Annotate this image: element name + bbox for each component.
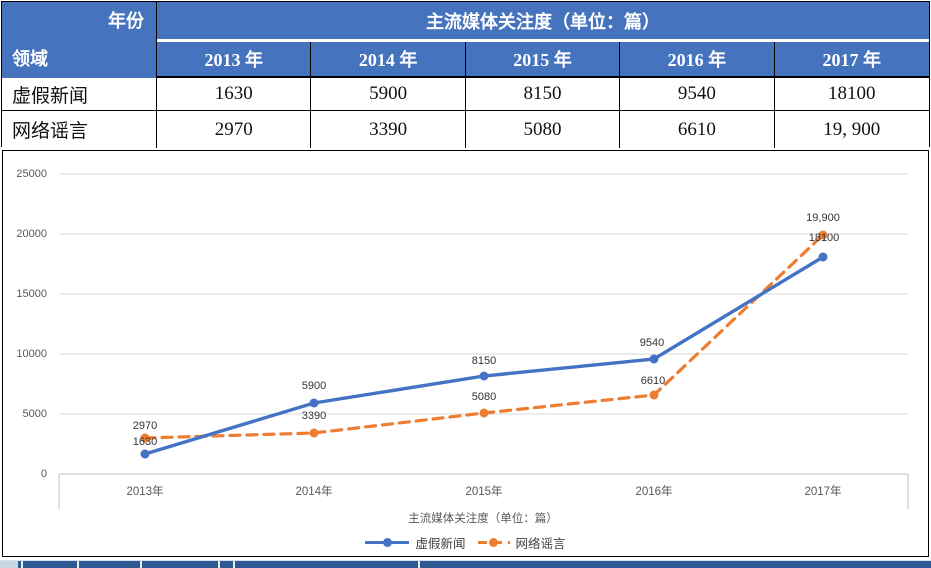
x-axis-line [58, 473, 909, 509]
table-cell: 3390 [311, 111, 466, 148]
y-tick: 0 [40, 468, 47, 480]
x-tick: 2014年 [295, 486, 333, 498]
table-cell: 18100 [774, 78, 929, 111]
chart-legend: 虚假新闻 网络谣言 [3, 533, 928, 551]
series-fake-news-markers [140, 252, 828, 459]
table-cell: 5080 [465, 111, 621, 148]
corner-field-label: 领域 [12, 49, 48, 69]
data-label: 5900 [301, 380, 327, 392]
line-chart[interactable]: 0 5000 10000 15000 20000 25000 2013年 201… [2, 150, 929, 557]
table-cell: 5900 [311, 78, 466, 111]
data-label: 18100 [808, 232, 840, 244]
x-tick: 2017年 [804, 486, 842, 498]
data-label: 3390 [301, 410, 327, 422]
legend-label: 虚假新闻 [415, 536, 466, 551]
y-tick: 20000 [16, 228, 47, 240]
series-fake-news [140, 252, 828, 459]
y-tick: 15000 [16, 288, 47, 300]
table-cell: 2970 [157, 111, 312, 148]
series-online-rumors-markers [140, 230, 828, 443]
legend-item-online-rumors[interactable]: 网络谣言 [477, 533, 566, 552]
corner-cell: 年份 领域 [2, 2, 157, 78]
series-online-rumors [140, 230, 828, 443]
x-tick: 2016年 [635, 486, 673, 498]
x-axis-title: 主流媒体关注度（单位：篇） [408, 513, 558, 525]
data-label: 8150 [471, 355, 497, 367]
row-label-online-rumors: 网络谣言 [2, 111, 157, 148]
x-tick: 2015年 [465, 486, 503, 498]
col-header-2014: 2014 年 [311, 42, 466, 78]
row-label-fake-news: 虚假新闻 [2, 78, 157, 111]
table-cell: 6610 [620, 111, 775, 148]
y-tick: 5000 [22, 408, 47, 420]
corner-year-label: 年份 [108, 11, 144, 31]
legend-line-sample-blue-icon [365, 537, 410, 547]
data-label: 9540 [639, 337, 665, 349]
attention-table: 年份 领域 主流媒体关注度（单位：篇） 2013 年 2014 年 2015 年… [1, 1, 930, 148]
col-header-2015: 2015 年 [465, 42, 621, 78]
chart-canvas [58, 173, 909, 509]
legend-label: 网络谣言 [515, 536, 566, 551]
legend-line-sample-orange-icon [477, 537, 510, 547]
table-cell: 8150 [465, 78, 621, 111]
y-tick: 10000 [16, 348, 47, 360]
cropped-table-strip [0, 560, 931, 568]
data-label: 19,900 [806, 212, 840, 224]
table-cell: 1630 [157, 78, 312, 111]
col-header-2017: 2017 年 [774, 42, 929, 78]
col-header-2013: 2013 年 [157, 42, 312, 78]
col-header-2016: 2016 年 [620, 42, 775, 78]
data-label: 1630 [132, 436, 158, 448]
data-label: 2970 [132, 420, 158, 432]
legend-item-fake-news[interactable]: 虚假新闻 [365, 533, 466, 552]
table-cell: 19, 900 [774, 111, 929, 148]
data-label: 5080 [471, 391, 497, 403]
table-cell: 9540 [620, 78, 775, 111]
data-label: 6610 [640, 375, 666, 387]
y-tick: 25000 [16, 168, 47, 180]
x-tick: 2013年 [126, 486, 164, 498]
table-title: 主流媒体关注度（单位：篇） [157, 2, 929, 42]
